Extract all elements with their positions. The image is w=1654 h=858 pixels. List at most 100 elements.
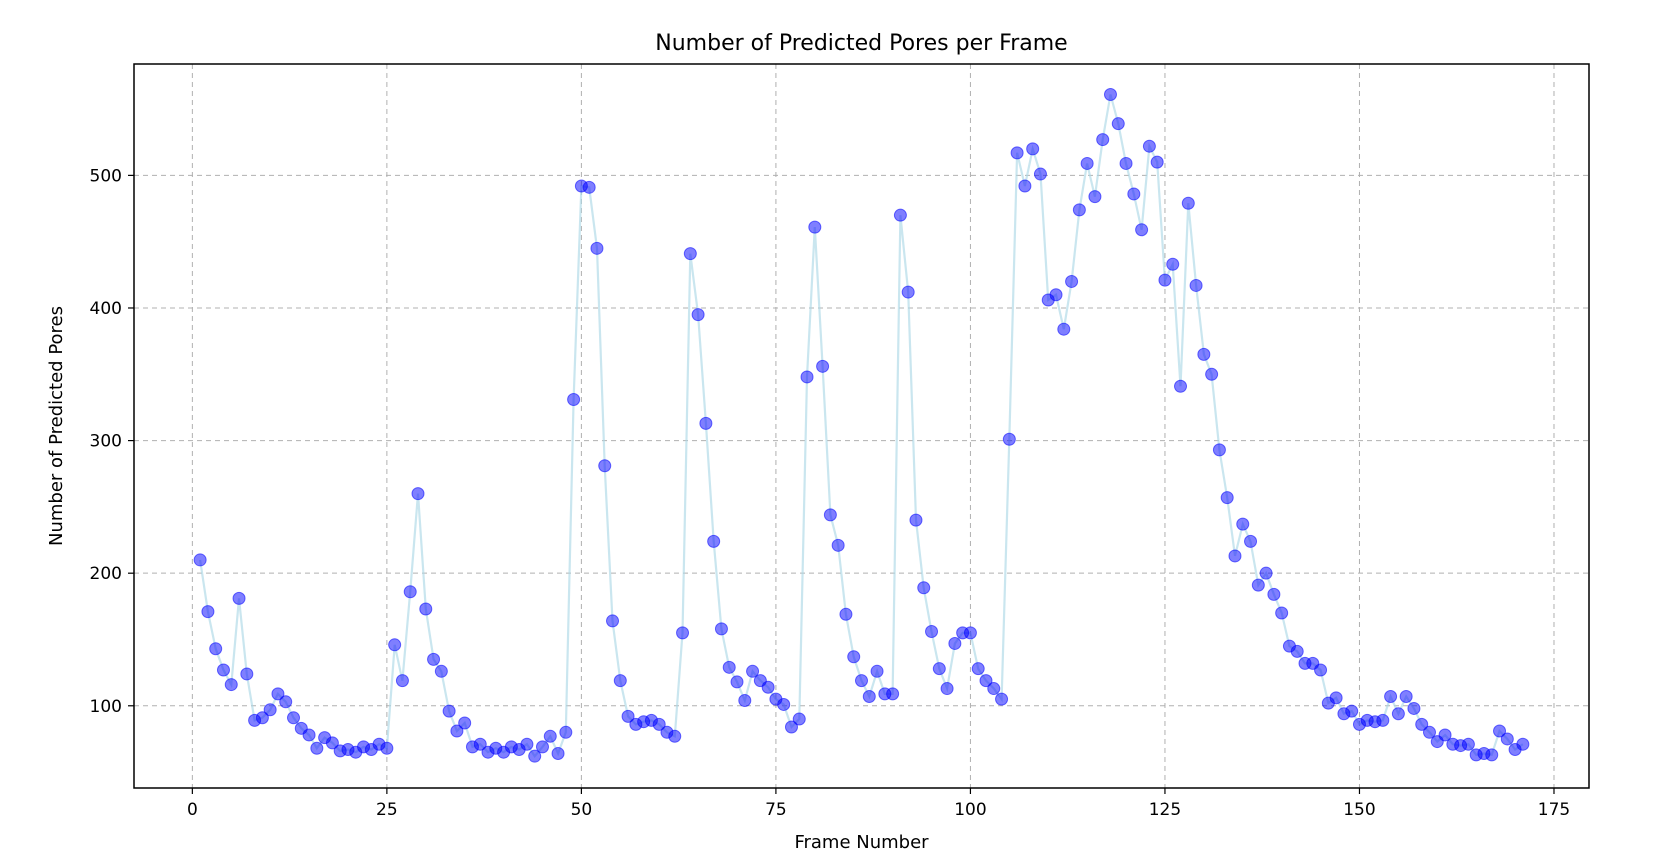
data-point bbox=[1422, 725, 1436, 739]
data-point bbox=[1244, 534, 1258, 548]
data-point bbox=[395, 674, 409, 688]
data-point bbox=[1415, 717, 1429, 731]
data-point bbox=[1018, 179, 1032, 193]
data-point bbox=[434, 664, 448, 678]
data-point bbox=[1236, 517, 1250, 531]
x-tick-label: 25 bbox=[376, 800, 398, 820]
data-point bbox=[193, 553, 207, 567]
y-tick-label: 500 bbox=[90, 166, 122, 186]
data-point bbox=[893, 208, 907, 222]
data-point bbox=[388, 638, 402, 652]
data-point bbox=[676, 626, 690, 640]
data-point bbox=[302, 728, 316, 742]
data-point bbox=[1026, 142, 1040, 156]
data-point bbox=[1158, 273, 1172, 287]
data-point bbox=[808, 220, 822, 234]
data-point bbox=[1049, 288, 1063, 302]
y-tick-label: 100 bbox=[90, 697, 122, 717]
data-point bbox=[216, 663, 230, 677]
data-point bbox=[450, 724, 464, 738]
data-point bbox=[971, 662, 985, 676]
data-point bbox=[683, 247, 697, 261]
data-point bbox=[427, 652, 441, 666]
data-point bbox=[823, 508, 837, 522]
series-line bbox=[199, 94, 1524, 759]
data-point bbox=[1267, 587, 1281, 601]
data-point bbox=[777, 697, 791, 711]
data-point bbox=[963, 626, 977, 640]
data-point bbox=[1493, 724, 1507, 738]
data-point bbox=[567, 392, 581, 406]
x-tick-label: 75 bbox=[765, 800, 787, 820]
x-axis-label: Frame Number bbox=[794, 832, 929, 853]
data-point bbox=[1376, 713, 1390, 727]
data-point bbox=[1150, 155, 1164, 169]
data-point bbox=[1127, 187, 1141, 201]
data-point bbox=[714, 622, 728, 636]
data-point bbox=[582, 180, 596, 194]
data-point bbox=[1212, 443, 1226, 457]
data-point bbox=[458, 716, 472, 730]
data-point bbox=[613, 674, 627, 688]
data-point bbox=[590, 241, 604, 255]
data-point bbox=[1174, 379, 1188, 393]
data-point bbox=[816, 359, 830, 373]
data-point bbox=[1399, 690, 1413, 704]
data-point bbox=[862, 690, 876, 704]
data-point bbox=[403, 585, 417, 599]
data-point bbox=[1329, 691, 1343, 705]
data-point bbox=[520, 737, 534, 751]
data-point bbox=[1259, 566, 1273, 580]
data-point bbox=[255, 711, 269, 725]
data-point bbox=[310, 741, 324, 755]
data-point bbox=[528, 749, 542, 763]
data-point bbox=[855, 674, 868, 688]
data-point bbox=[847, 650, 861, 664]
data-point bbox=[1500, 732, 1514, 746]
data-point bbox=[279, 695, 293, 709]
data-point bbox=[995, 692, 1009, 706]
data-point bbox=[948, 636, 962, 650]
data-point bbox=[792, 712, 806, 726]
data-point bbox=[668, 729, 682, 743]
data-point bbox=[271, 687, 285, 701]
data-point bbox=[1275, 606, 1289, 620]
data-point bbox=[925, 625, 939, 639]
x-tick-label: 50 bbox=[571, 800, 593, 820]
chart-title: Number of Predicted Pores per Frame bbox=[655, 31, 1067, 56]
data-point bbox=[1135, 223, 1149, 237]
data-point bbox=[1461, 737, 1475, 751]
data-point bbox=[1096, 133, 1110, 147]
data-point bbox=[691, 308, 705, 322]
data-point bbox=[232, 591, 246, 605]
x-tick-label: 175 bbox=[1538, 800, 1570, 820]
data-point bbox=[1033, 167, 1047, 181]
data-point bbox=[1228, 549, 1242, 563]
data-point bbox=[606, 614, 620, 628]
data-point bbox=[784, 720, 798, 734]
data-point bbox=[1002, 432, 1016, 446]
data-point bbox=[1485, 748, 1499, 762]
data-point bbox=[1407, 701, 1421, 715]
data-point bbox=[1345, 704, 1359, 718]
x-tick-label: 125 bbox=[1149, 800, 1181, 820]
data-point bbox=[287, 711, 301, 725]
data-point bbox=[1290, 644, 1304, 658]
x-axis-ticks: 0 25 50 75 100 125 150 175 bbox=[187, 788, 1570, 820]
data-point bbox=[901, 285, 915, 299]
y-tick-label: 400 bbox=[90, 299, 122, 319]
data-point bbox=[224, 678, 238, 692]
data-point bbox=[979, 674, 993, 688]
data-point bbox=[917, 581, 931, 595]
data-point bbox=[738, 693, 752, 707]
data-point bbox=[1189, 278, 1203, 292]
data-point bbox=[1166, 257, 1180, 271]
data-point bbox=[1438, 728, 1452, 742]
data-point bbox=[240, 667, 254, 681]
data-point bbox=[987, 682, 1001, 696]
data-point bbox=[1142, 139, 1156, 153]
data-point bbox=[699, 416, 713, 430]
data-point bbox=[1391, 707, 1405, 721]
data-point bbox=[411, 487, 425, 501]
